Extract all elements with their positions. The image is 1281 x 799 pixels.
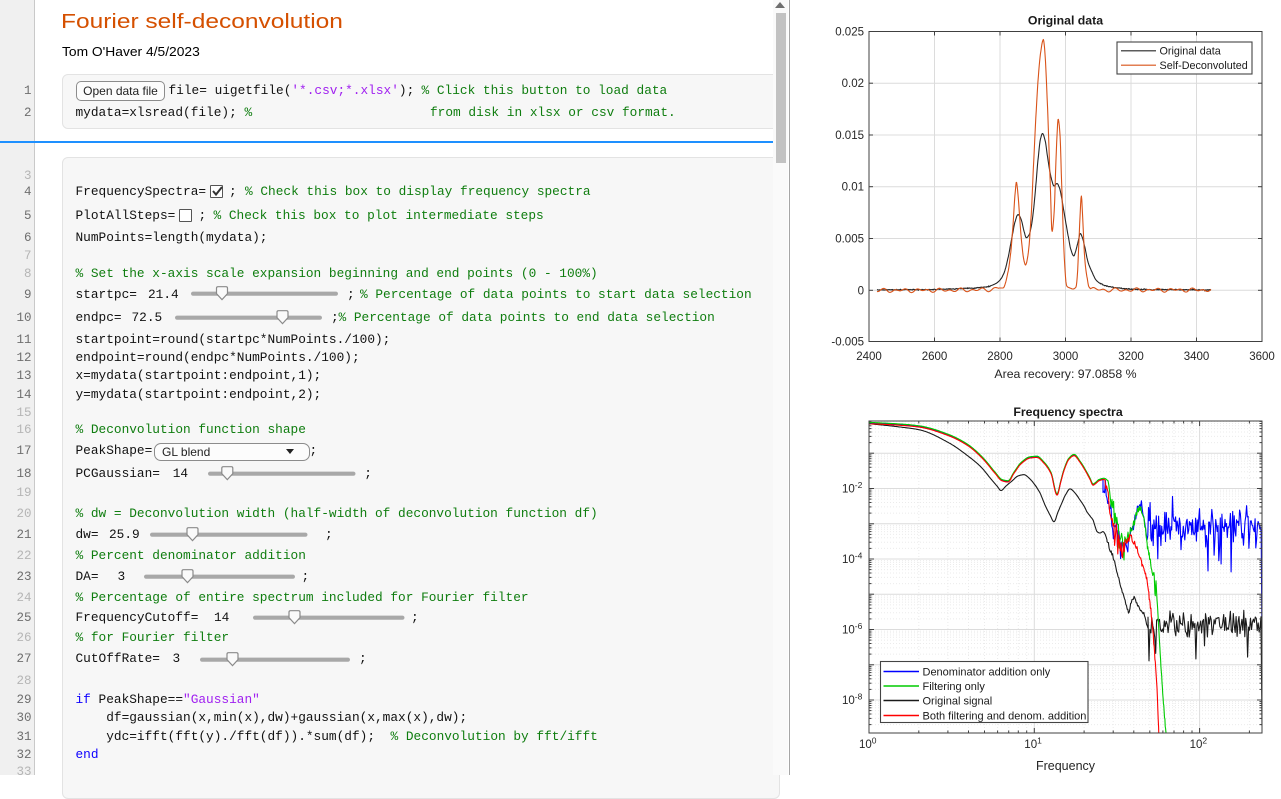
svg-text:3600: 3600 bbox=[1249, 351, 1275, 363]
svg-text:Self-Deconvoluted: Self-Deconvoluted bbox=[1160, 60, 1248, 72]
svg-text:Denominator addition only: Denominator addition only bbox=[923, 666, 1051, 678]
svg-text:100: 100 bbox=[859, 736, 877, 752]
svg-text:Both filtering and denom. addi: Both filtering and denom. addition bbox=[923, 710, 1087, 722]
svg-text:0.01: 0.01 bbox=[842, 182, 864, 194]
svg-text:2800: 2800 bbox=[987, 351, 1013, 363]
svg-text:10-8: 10-8 bbox=[842, 692, 863, 708]
svg-text:2400: 2400 bbox=[856, 351, 882, 363]
svg-text:2600: 2600 bbox=[922, 351, 948, 363]
svg-text:0: 0 bbox=[858, 285, 864, 297]
svg-text:Original signal: Original signal bbox=[923, 695, 993, 707]
svg-text:3200: 3200 bbox=[1118, 351, 1144, 363]
svg-text:Original data: Original data bbox=[1028, 14, 1103, 28]
svg-text:3000: 3000 bbox=[1053, 351, 1079, 363]
svg-text:10-2: 10-2 bbox=[842, 480, 863, 496]
svg-text:0.025: 0.025 bbox=[835, 27, 864, 39]
svg-text:Filtering only: Filtering only bbox=[923, 681, 986, 693]
svg-text:Frequency: Frequency bbox=[1036, 759, 1096, 773]
svg-text:-0.005: -0.005 bbox=[831, 337, 864, 349]
svg-text:102: 102 bbox=[1190, 736, 1208, 752]
svg-text:10-6: 10-6 bbox=[842, 621, 863, 637]
svg-text:101: 101 bbox=[1024, 736, 1042, 752]
svg-text:0.02: 0.02 bbox=[842, 78, 864, 90]
svg-text:10-4: 10-4 bbox=[842, 551, 863, 567]
svg-text:0.005: 0.005 bbox=[835, 234, 864, 246]
svg-text:Original data: Original data bbox=[1160, 46, 1221, 58]
svg-text:0.015: 0.015 bbox=[835, 130, 864, 142]
svg-text:3400: 3400 bbox=[1184, 351, 1210, 363]
svg-text:Frequency spectra: Frequency spectra bbox=[1013, 405, 1123, 419]
svg-text:Area recovery: 97.0858 %: Area recovery: 97.0858 % bbox=[994, 367, 1136, 381]
